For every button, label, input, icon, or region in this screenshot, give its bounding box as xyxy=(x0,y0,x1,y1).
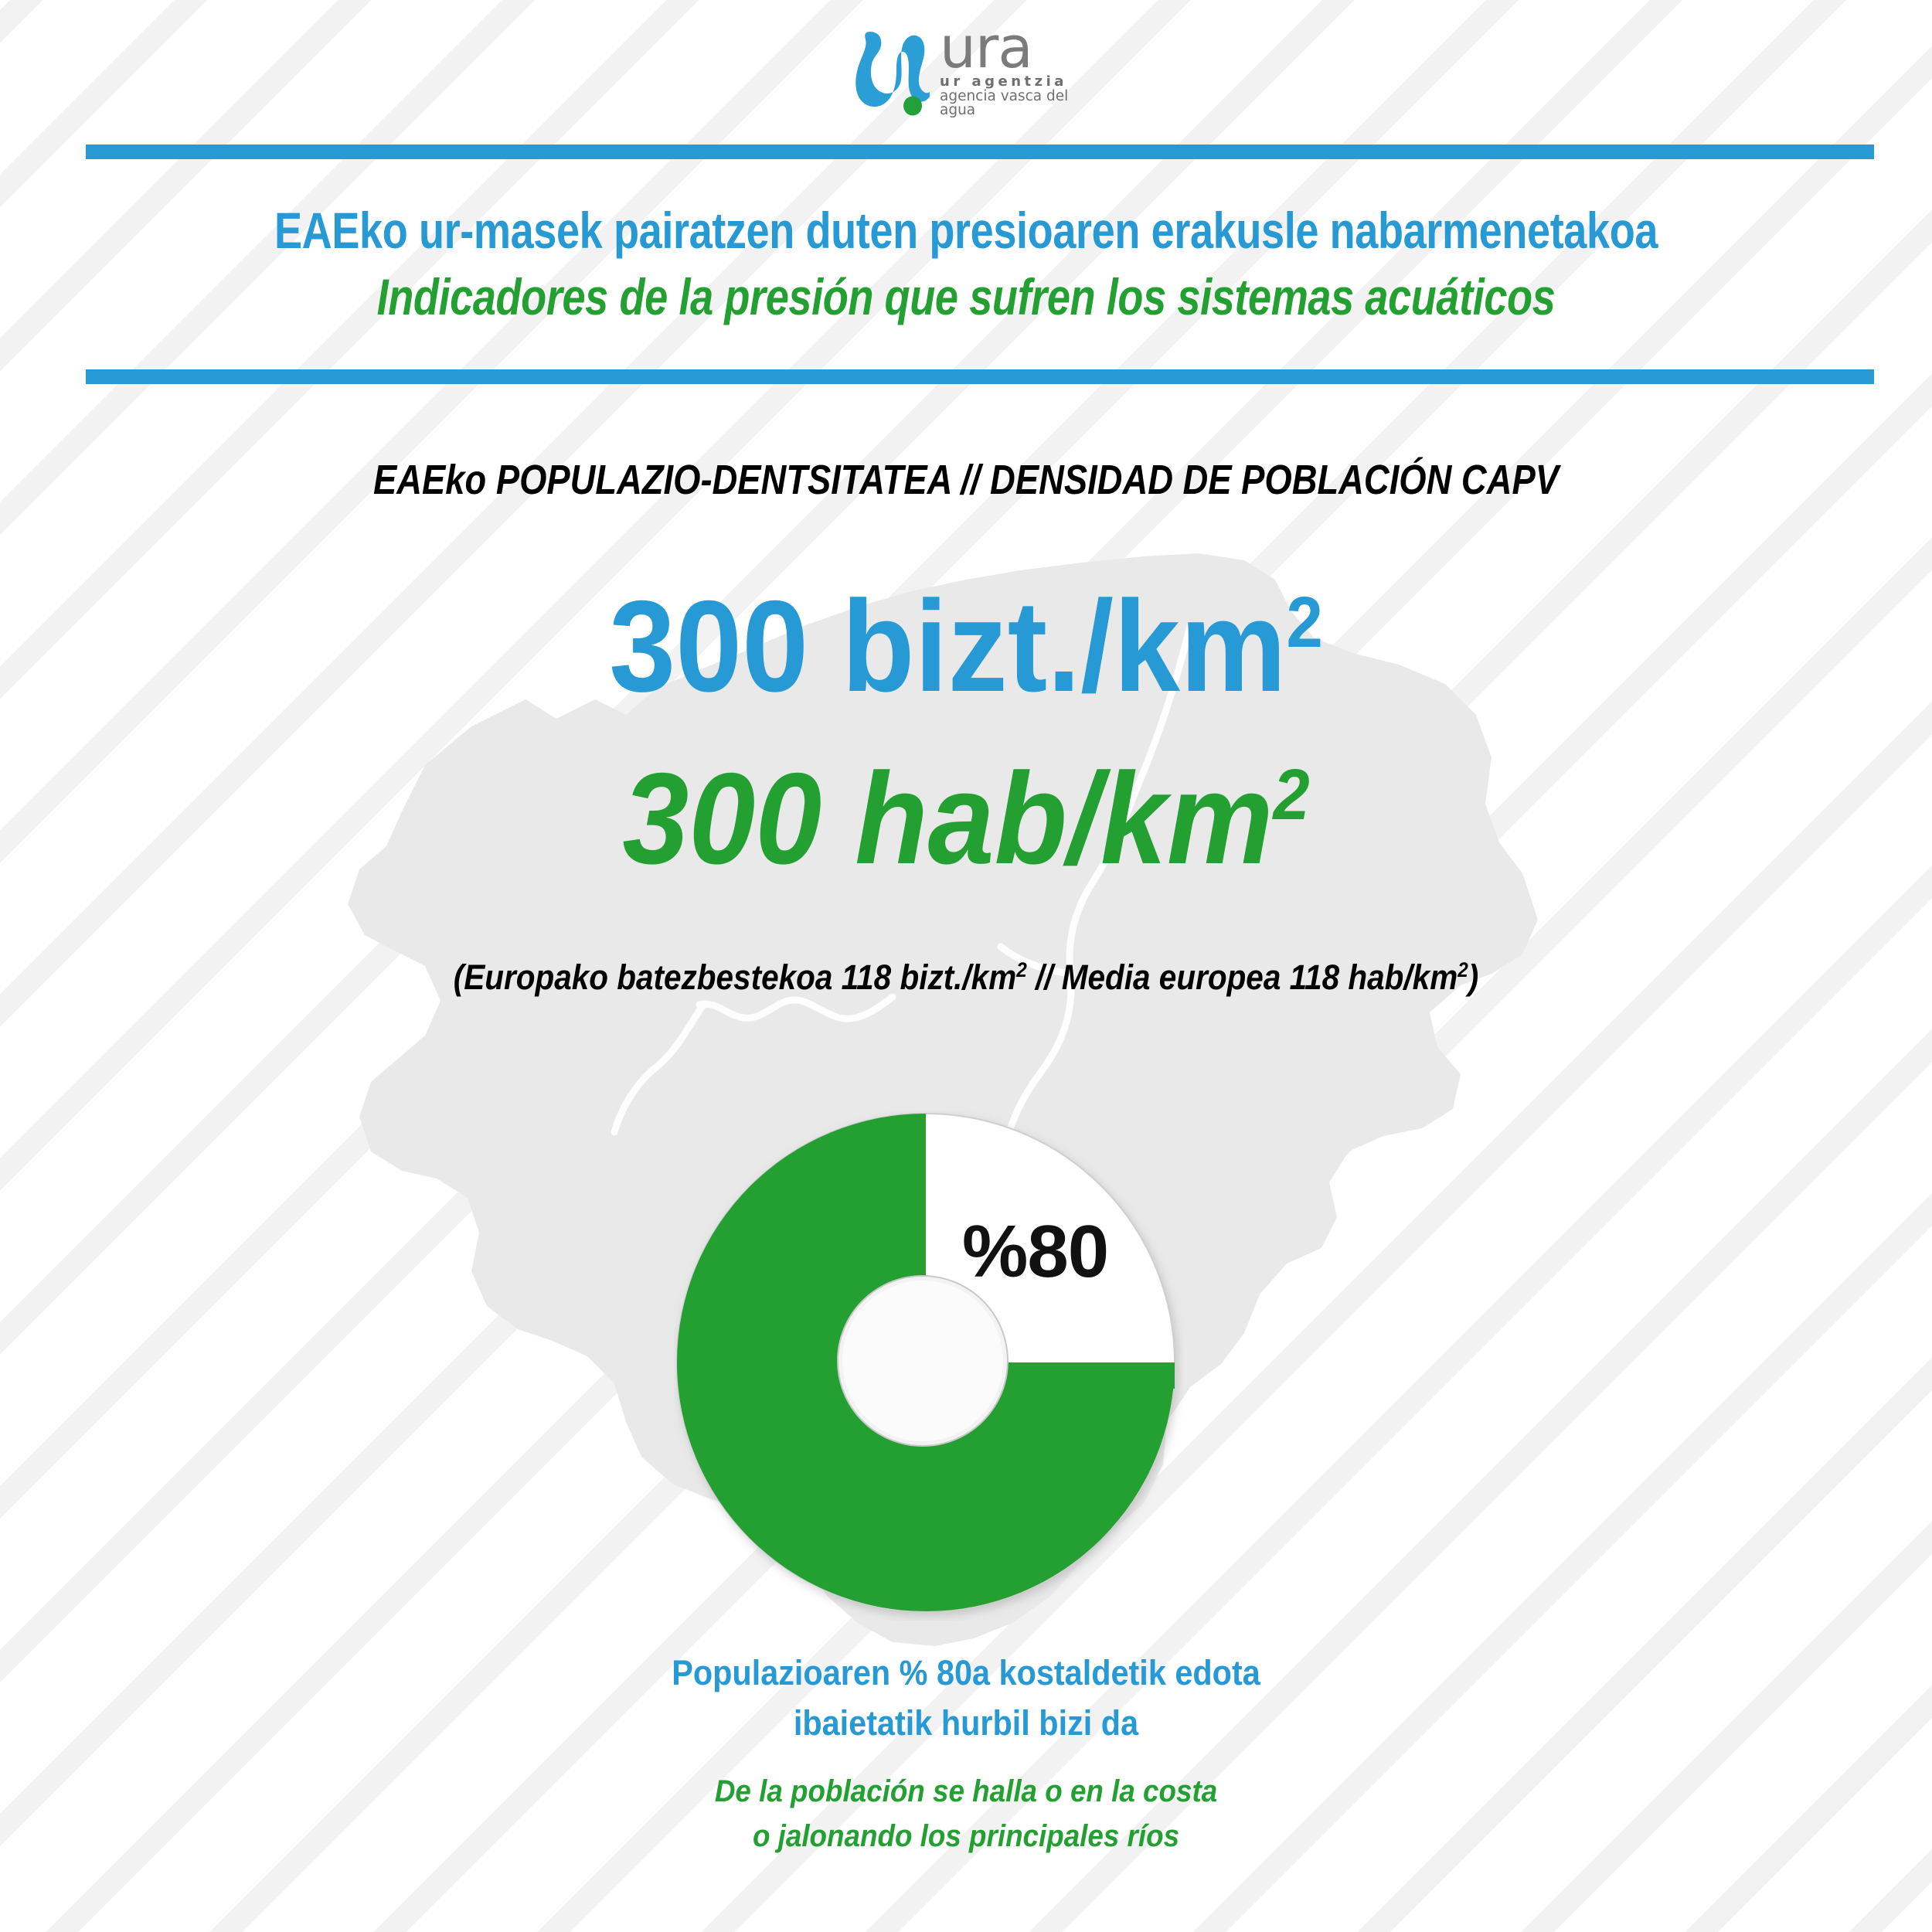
logo-tagline-eu: ur agentzia xyxy=(940,73,1067,90)
stat-unit-spanish: hab/km xyxy=(855,746,1274,891)
divider-top xyxy=(86,145,1874,159)
european-average-note: (Europako batezbestekoa 118 bizt./km2 //… xyxy=(97,957,1835,998)
stat-value-spanish: 300 xyxy=(622,746,822,891)
population-donut-chart xyxy=(674,1111,1184,1621)
stat-density-basque: 300 bizt./km2 xyxy=(77,581,1855,711)
logo-tagline-es: agencia vasca del agua xyxy=(940,87,1069,119)
donut-caption-spanish-line1: De la población se halla o en la costa xyxy=(714,1774,1218,1808)
page-title-spanish: Indicadores de la presión que sufren los… xyxy=(376,268,1556,325)
page-title-basque: EAEko ur-masek pairatzen duten presioare… xyxy=(274,202,1658,259)
note-suffix: ) xyxy=(1468,957,1479,997)
donut-caption-basque-line2: ibaietatik hurbil bizi da xyxy=(793,1703,1139,1743)
note-exponent-2: 2 xyxy=(1458,958,1468,981)
donut-caption-spanish-line2: o jalonando los principales ríos xyxy=(752,1819,1180,1853)
stat-exponent-basque: 2 xyxy=(1286,582,1323,662)
donut-percentage-label: %80 xyxy=(962,1210,1109,1293)
donut-caption-basque-line1: Populazioaren % 80a kostaldetik edota xyxy=(672,1653,1260,1692)
ura-wave-logo-icon xyxy=(855,32,930,116)
note-middle: // Media europea 118 hab/km xyxy=(1026,957,1458,997)
stat-value-basque: 300 xyxy=(609,573,809,719)
stat-density-spanish: 300 hab/km2 xyxy=(77,753,1855,883)
note-exponent-1: 2 xyxy=(1016,958,1027,981)
note-prefix: (Europako batezbestekoa 118 bizt./km xyxy=(453,957,1017,997)
donut-hole-inner xyxy=(842,1281,1003,1441)
stat-exponent-spanish: 2 xyxy=(1273,754,1310,835)
ura-logo: ura ur agentzia agencia vasca del agua xyxy=(855,17,1102,125)
logo-wordmark: ura xyxy=(940,15,1033,82)
stat-unit-basque: bizt./km xyxy=(842,573,1287,719)
divider-bottom xyxy=(86,369,1874,384)
section-title: EAEko POPULAZIO-DENTSITATEA // DENSIDAD … xyxy=(373,457,1559,503)
